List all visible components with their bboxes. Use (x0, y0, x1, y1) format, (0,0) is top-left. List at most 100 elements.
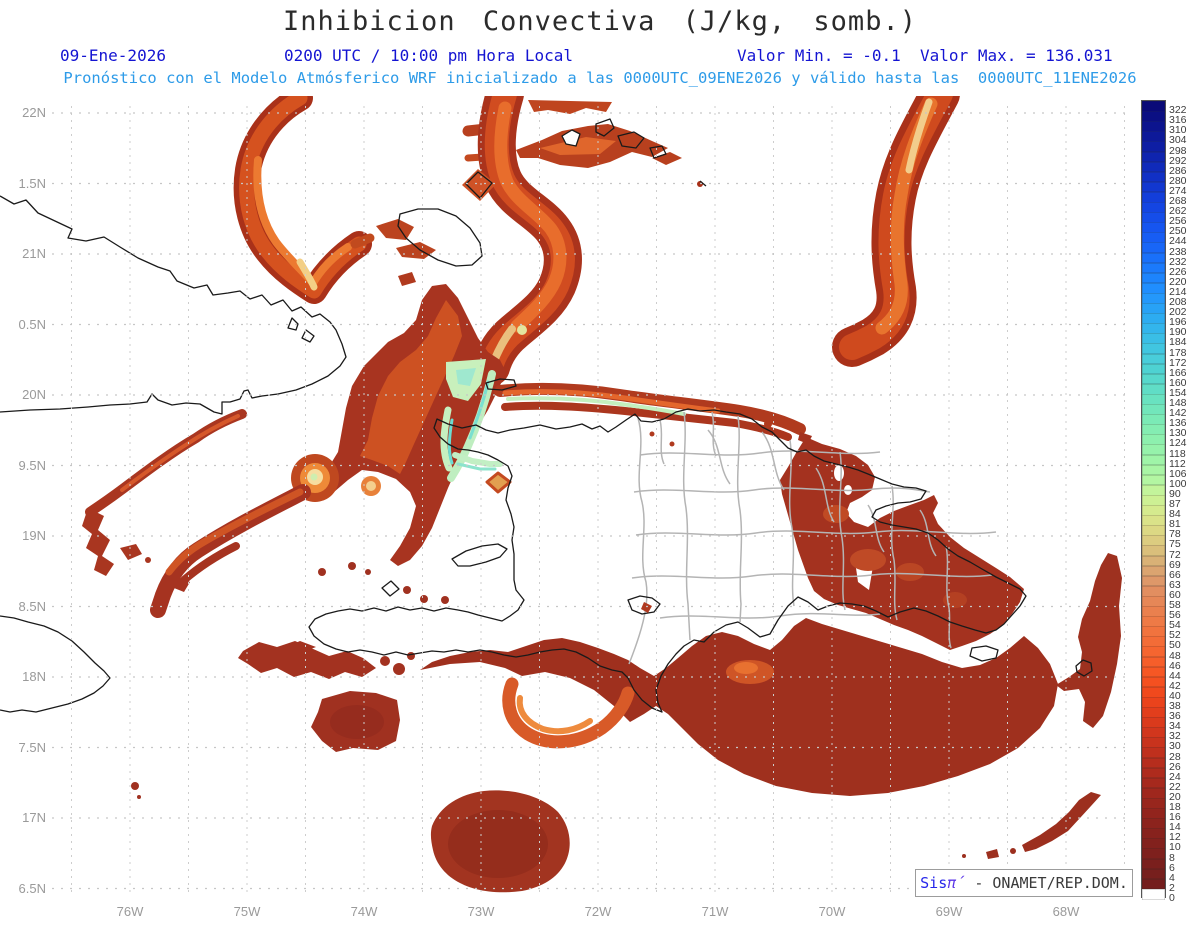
lat-label: 6.5N (0, 881, 46, 896)
lat-label: 21N (0, 246, 46, 261)
lon-label: 74W (342, 904, 386, 919)
colorbar-tick-label: 298 (1169, 146, 1200, 156)
colorbar-cell (1142, 455, 1165, 466)
colorbar-cell (1142, 758, 1165, 769)
cin-band-right (852, 94, 940, 347)
colorbar-cell (1142, 424, 1165, 435)
colorbar-cell (1142, 273, 1165, 284)
lat-label: 22N (0, 105, 46, 120)
saona-island (970, 646, 998, 661)
colorbar-tick-label: 184 (1169, 337, 1200, 347)
colorbar-cell (1142, 263, 1165, 274)
colorbar-cell (1142, 444, 1165, 455)
colorbar-tick-label: 10 (1169, 842, 1200, 852)
attribution-org: - ONAMET/REP.DOM. (965, 874, 1128, 892)
colorbar-cell (1142, 242, 1165, 253)
colorbar-cell (1142, 212, 1165, 223)
cin-shading (82, 94, 1122, 892)
cin-band-northwest-arc (247, 98, 370, 291)
gonave-island (452, 544, 507, 566)
colorbar-cell (1142, 323, 1165, 334)
colorbar-cell (1142, 808, 1165, 819)
lon-label: 69W (927, 904, 971, 919)
cin-forecast-map-page: Inhibicion Convectiva (J/kg, somb.) 09-E… (0, 0, 1200, 927)
lat-label: 0.5N (0, 317, 46, 332)
colorbar-cell (1142, 657, 1165, 668)
colorbar-cell (1142, 697, 1165, 708)
colorbar-tick-label: 124 (1169, 438, 1200, 448)
cin-band-north-coast (500, 389, 808, 500)
colorbar-cell (1142, 768, 1165, 779)
attribution-box: Sisπ´ - ONAMET/REP.DOM. (915, 869, 1133, 897)
colorbar-cell (1142, 333, 1165, 344)
colorbar-cell (1142, 818, 1165, 829)
colorbar-cell (1142, 737, 1165, 748)
lat-label: 20N (0, 387, 46, 402)
colorbar-cell (1142, 202, 1165, 213)
colorbar-cell (1142, 848, 1165, 859)
colorbar-cell (1142, 384, 1165, 395)
colorbar-tick-label: 244 (1169, 236, 1200, 246)
lon-label: 68W (1044, 904, 1088, 919)
lat-label: 9.5N (0, 458, 46, 473)
colorbar-cell (1142, 828, 1165, 839)
colorbar-cell (1142, 646, 1165, 657)
colorbar-cell (1142, 313, 1165, 324)
attribution-pi: π´ (947, 874, 965, 892)
lat-label: 19N (0, 528, 46, 543)
lat-label: 18N (0, 669, 46, 684)
map-canvas (0, 0, 1200, 927)
colorbar-tick-label: 75 (1169, 539, 1200, 549)
colorbar-tick-label: 0 (1169, 893, 1200, 903)
cuba-coastline (0, 196, 346, 414)
colorbar-cell (1142, 303, 1165, 314)
colorbar-cell (1142, 121, 1165, 132)
lon-label: 71W (693, 904, 737, 919)
colorbar-cell (1142, 869, 1165, 880)
colorbar-cell (1142, 293, 1165, 304)
colorbar-cell (1142, 636, 1165, 647)
enriquillo-red-patch (641, 602, 652, 613)
colorbar-cell (1142, 788, 1165, 799)
colorbar-cell (1142, 354, 1165, 365)
colorbar-cell (1142, 192, 1165, 203)
colorbar-cell (1142, 152, 1165, 163)
colorbar-cell (1142, 626, 1165, 637)
colorbar (1141, 100, 1166, 898)
colorbar-tick-label: 50 (1169, 640, 1200, 650)
colorbar-cell (1142, 505, 1165, 516)
colorbar-cell (1142, 747, 1165, 758)
colorbar-cell (1142, 111, 1165, 122)
lat-label: 17N (0, 810, 46, 825)
colorbar-cell (1142, 515, 1165, 526)
colorbar-cell (1142, 859, 1165, 870)
colorbar-cell (1142, 343, 1165, 354)
colorbar-cell (1142, 525, 1165, 536)
colorbar-cell (1142, 677, 1165, 688)
colorbar-cell (1142, 182, 1165, 193)
colorbar-cell (1142, 586, 1165, 597)
colorbar-cell (1142, 404, 1165, 415)
cin-band-southwest-tail (158, 492, 303, 610)
colorbar-cell (1142, 545, 1165, 556)
colorbar-cell (1142, 535, 1165, 546)
gridlines (52, 106, 1128, 894)
colorbar-cell (1142, 364, 1165, 375)
colorbar-cell (1142, 838, 1165, 849)
colorbar-cell (1142, 101, 1165, 112)
lat-label: 8.5N (0, 599, 46, 614)
colorbar-cell (1142, 495, 1165, 506)
colorbar-cell (1142, 141, 1165, 152)
colorbar-cell (1142, 879, 1165, 890)
colorbar-cell (1142, 566, 1165, 577)
lon-label: 72W (576, 904, 620, 919)
colorbar-cell (1142, 434, 1165, 445)
colorbar-cell (1142, 576, 1165, 587)
colorbar-tick-label: 30 (1169, 741, 1200, 751)
colorbar-cell (1142, 596, 1165, 607)
small-island-gonave-gulf (382, 581, 399, 596)
jamaica-coastline (0, 616, 110, 712)
colorbar-cell (1142, 667, 1165, 678)
colorbar-cell (1142, 162, 1165, 173)
colorbar-cell (1142, 374, 1165, 385)
